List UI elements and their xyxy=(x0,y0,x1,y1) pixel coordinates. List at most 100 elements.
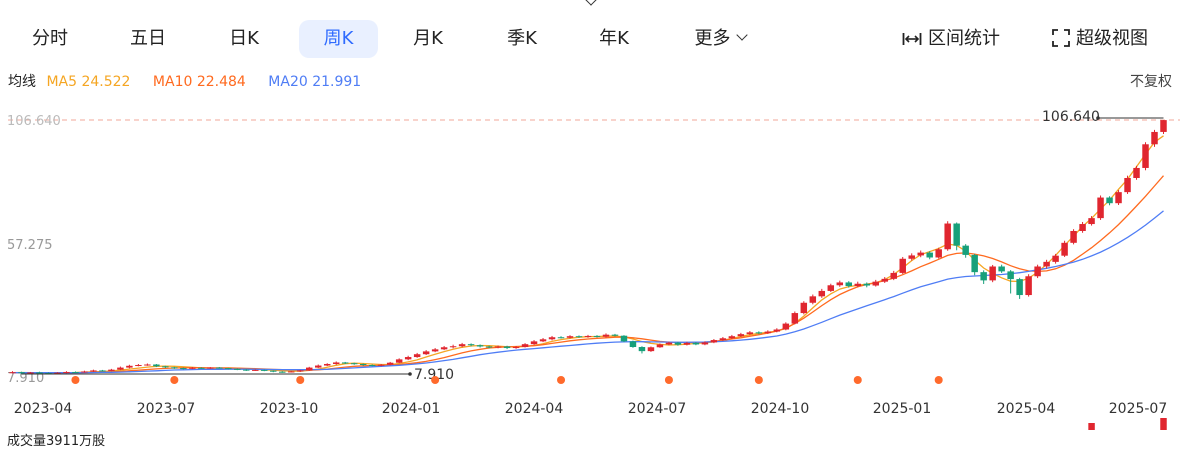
candle-body xyxy=(135,365,142,367)
candle-body xyxy=(629,341,637,348)
candle-body xyxy=(503,346,511,349)
candle-body xyxy=(108,369,115,371)
candle-body xyxy=(1151,131,1158,145)
tab-fenshi[interactable]: 分时 xyxy=(32,28,68,49)
tab-year-k[interactable]: 年K xyxy=(599,28,629,49)
candle-body xyxy=(746,332,754,335)
candle-body xyxy=(575,336,583,338)
y-label-max: 106.640 xyxy=(7,114,61,129)
candle-body xyxy=(809,296,817,303)
tab-week-k[interactable]: 周K xyxy=(299,20,378,58)
candle-body xyxy=(953,223,960,246)
candle-body xyxy=(899,258,906,273)
candle-body xyxy=(1160,120,1167,132)
candle-body xyxy=(620,335,628,342)
candle-body xyxy=(1025,276,1032,296)
candle-body xyxy=(692,342,700,345)
candle-body xyxy=(683,342,691,345)
ma10-value: MA10 22.484 xyxy=(152,74,246,90)
candle-body xyxy=(647,347,655,352)
candle-body xyxy=(431,349,439,352)
candle-body xyxy=(1097,197,1104,219)
max-annotation-label: 106.640 xyxy=(1042,109,1100,125)
candle-body xyxy=(234,368,241,370)
candle-body xyxy=(908,255,915,259)
tab-day-k[interactable]: 日K xyxy=(229,28,259,49)
kline-chart[interactable]: 106.640 57.275 7.910 106.640 7.910 2023-04 202… xyxy=(0,90,1193,430)
candle-body xyxy=(404,357,412,360)
candle-body xyxy=(1007,271,1014,280)
candle-body xyxy=(225,368,232,370)
ma20-value: MA20 21.991 xyxy=(268,74,362,90)
candle-body xyxy=(252,369,259,371)
candle-body xyxy=(989,266,996,281)
super-view-label: 超级视图 xyxy=(1076,28,1148,49)
ma-legend: 均线 MA5 24.522 MA10 22.484 MA20 21.991 xyxy=(8,71,367,91)
x-axis-label: 2024-07 xyxy=(628,401,687,417)
min-annotation-dot xyxy=(408,372,412,376)
candle-body xyxy=(63,371,70,373)
candle-body xyxy=(926,252,933,258)
x-axis-label: 2023-04 xyxy=(14,401,73,417)
candle-body xyxy=(485,346,493,348)
event-marker-dot xyxy=(71,376,80,384)
candle-body xyxy=(279,371,286,373)
candle-body xyxy=(117,367,124,370)
candle-body xyxy=(701,342,709,345)
candle-body xyxy=(719,338,727,341)
candle-body xyxy=(1088,218,1095,225)
x-axis-label: 2023-10 xyxy=(260,401,319,417)
candle-body xyxy=(674,342,682,345)
y-label-mid: 57.275 xyxy=(7,238,53,253)
candle-body xyxy=(171,367,178,369)
candle-body xyxy=(1061,242,1068,256)
candle-body xyxy=(288,371,295,373)
candle-body xyxy=(539,339,547,342)
event-marker-dot xyxy=(664,376,673,384)
tab-month-k[interactable]: 月K xyxy=(413,28,443,49)
chevron-down-icon xyxy=(735,29,748,41)
candle-body xyxy=(45,372,52,374)
min-annotation-label: 7.910 xyxy=(414,367,454,383)
candle-body xyxy=(1070,230,1077,243)
candle-body xyxy=(386,362,394,365)
candle-body xyxy=(314,365,322,368)
candle-body xyxy=(449,346,457,348)
tab-wuri[interactable]: 五日 xyxy=(130,28,166,49)
interval-stat-label: 区间统计 xyxy=(928,28,1000,49)
volume-bar xyxy=(1160,418,1167,430)
tab-more-label: 更多 xyxy=(694,28,731,49)
candle-body xyxy=(9,372,16,374)
candle-body xyxy=(548,337,556,340)
candle-body xyxy=(944,223,951,250)
candle-body xyxy=(1106,197,1113,204)
candle-body xyxy=(189,367,196,369)
candle-body xyxy=(890,272,897,279)
candle-body xyxy=(881,278,888,282)
x-axis-label: 2025-07 xyxy=(1109,401,1168,417)
candle-body xyxy=(81,371,88,373)
period-tab-bar: 分时 五日 日K 周K 月K 季K 年K 更多 区间统计 超级视图 xyxy=(0,0,1193,66)
interval-stat-button[interactable]: 区间统计 xyxy=(902,20,1000,58)
candle-body xyxy=(306,367,313,371)
candle-body xyxy=(638,347,646,352)
candle-body xyxy=(728,336,736,339)
candle-body xyxy=(665,342,673,345)
candle-body xyxy=(1079,224,1086,231)
candle-body xyxy=(521,344,529,348)
candle-body xyxy=(1142,144,1149,168)
tab-more[interactable]: 更多 xyxy=(689,20,751,58)
tab-quarter-k[interactable]: 季K xyxy=(507,28,537,49)
candle-body xyxy=(341,362,349,364)
candle-body xyxy=(18,372,25,374)
candle-body xyxy=(72,371,79,373)
candle-body xyxy=(90,370,97,372)
super-view-button[interactable]: 超级视图 xyxy=(1052,20,1148,58)
candle-body xyxy=(350,363,358,365)
x-axis-label: 2024-01 xyxy=(382,401,441,417)
adjust-mode-toggle[interactable]: 不复权 xyxy=(1130,74,1172,90)
event-marker-dot xyxy=(170,376,179,384)
candle-body xyxy=(27,372,34,374)
candle-body xyxy=(755,332,763,334)
candle-body xyxy=(144,364,151,366)
